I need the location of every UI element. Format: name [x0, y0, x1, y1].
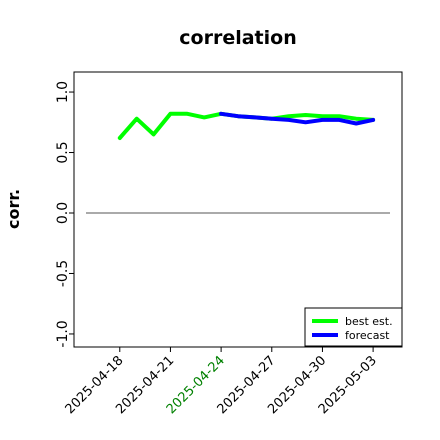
- legend-box: [304, 307, 403, 347]
- x-axis: 2025-04-182025-04-212025-04-242025-04-27…: [63, 347, 380, 417]
- plot-frame: [73, 71, 403, 348]
- y-axis-label: corr.: [4, 189, 23, 229]
- chart-title: correlation: [179, 27, 296, 49]
- y-tick-label: 0.5: [55, 141, 71, 163]
- series-layer: [117, 111, 376, 140]
- y-tick-label: 1.0: [55, 81, 71, 103]
- y-axis: 1.0 0.5 0.0 -0.5 -1.0: [55, 81, 74, 348]
- y-tick-label: -0.5: [55, 260, 71, 287]
- legend: best est. forecast: [304, 307, 403, 347]
- y-tick-label: -1.0: [55, 320, 71, 347]
- series-line-forecast: [219, 111, 376, 126]
- y-tick-label: 0.0: [55, 202, 71, 224]
- legend-label-forecast: forecast: [345, 329, 390, 342]
- legend-label-best-est: best est.: [345, 315, 393, 328]
